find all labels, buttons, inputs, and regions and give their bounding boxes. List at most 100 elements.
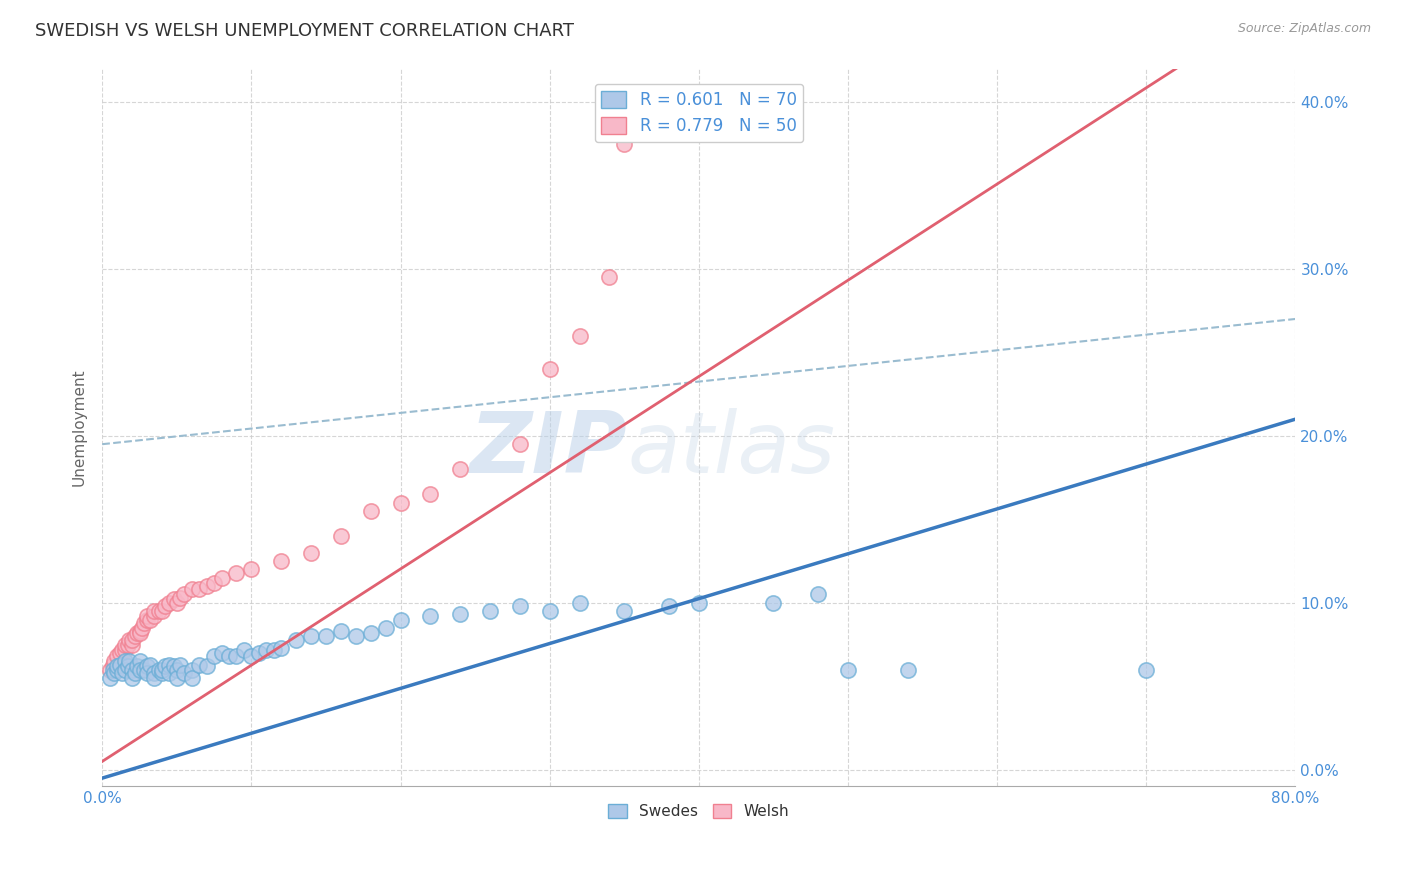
Point <box>202 649 225 664</box>
Point <box>114 663 136 677</box>
Point <box>128 663 150 677</box>
Point <box>613 604 636 618</box>
Point <box>117 659 139 673</box>
Legend: Swedes, Welsh: Swedes, Welsh <box>602 798 796 825</box>
Point <box>344 629 367 643</box>
Text: Source: ZipAtlas.com: Source: ZipAtlas.com <box>1237 22 1371 36</box>
Point <box>419 609 441 624</box>
Point <box>218 649 240 664</box>
Point <box>479 604 502 618</box>
Point <box>121 632 143 647</box>
Point <box>202 575 225 590</box>
Point <box>169 591 191 605</box>
Point <box>374 621 396 635</box>
Point <box>299 629 322 643</box>
Point <box>897 663 920 677</box>
Point <box>163 592 186 607</box>
Point <box>688 596 710 610</box>
Point <box>139 613 162 627</box>
Point <box>389 495 412 509</box>
Point <box>118 654 141 668</box>
Point <box>132 615 155 630</box>
Point <box>360 625 382 640</box>
Point <box>136 613 159 627</box>
Point <box>163 659 186 673</box>
Point <box>270 554 292 568</box>
Point <box>807 587 830 601</box>
Point <box>225 566 247 580</box>
Point <box>195 659 218 673</box>
Point <box>568 328 591 343</box>
Point <box>108 646 131 660</box>
Point <box>509 437 531 451</box>
Point <box>110 642 132 657</box>
Point <box>598 270 620 285</box>
Point <box>211 646 233 660</box>
Point <box>449 607 471 622</box>
Point <box>509 599 531 614</box>
Point <box>240 562 263 576</box>
Point <box>285 632 308 647</box>
Point <box>128 625 150 640</box>
Point <box>128 624 150 639</box>
Point <box>124 665 146 680</box>
Point <box>105 649 128 664</box>
Point <box>389 613 412 627</box>
Point <box>166 663 188 677</box>
Point <box>225 649 247 664</box>
Point <box>329 529 352 543</box>
Point <box>108 657 131 672</box>
Point <box>419 487 441 501</box>
Point <box>101 663 124 677</box>
Point <box>188 582 211 597</box>
Point <box>143 671 166 685</box>
Point <box>148 604 170 618</box>
Point <box>110 665 132 680</box>
Point <box>232 642 254 657</box>
Point <box>329 624 352 639</box>
Y-axis label: Unemployment: Unemployment <box>72 368 86 486</box>
Point <box>136 609 159 624</box>
Point <box>173 665 195 680</box>
Point <box>762 596 785 610</box>
Point <box>143 609 166 624</box>
Point <box>150 663 173 677</box>
Point <box>136 665 159 680</box>
Point <box>180 663 202 677</box>
Point <box>240 649 263 664</box>
Point <box>1135 663 1157 677</box>
Point <box>124 629 146 643</box>
Text: ZIP: ZIP <box>470 408 627 491</box>
Point <box>658 599 681 614</box>
Point <box>103 665 125 680</box>
Point <box>103 654 125 668</box>
Point <box>98 671 121 685</box>
Point <box>150 604 173 618</box>
Point <box>166 671 188 685</box>
Point <box>143 604 166 618</box>
Point <box>105 663 128 677</box>
Point <box>114 638 136 652</box>
Point <box>143 665 166 680</box>
Point <box>188 657 211 672</box>
Text: SWEDISH VS WELSH UNEMPLOYMENT CORRELATION CHART: SWEDISH VS WELSH UNEMPLOYMENT CORRELATIO… <box>35 22 574 40</box>
Point <box>157 596 180 610</box>
Point <box>121 663 143 677</box>
Point <box>128 654 150 668</box>
Point <box>538 362 561 376</box>
Point <box>254 642 277 657</box>
Point <box>169 657 191 672</box>
Point <box>101 657 124 672</box>
Point <box>315 629 337 643</box>
Point <box>157 665 180 680</box>
Point <box>125 625 148 640</box>
Text: atlas: atlas <box>627 408 835 491</box>
Point <box>114 642 136 657</box>
Point <box>139 657 162 672</box>
Point <box>117 638 139 652</box>
Point <box>121 671 143 685</box>
Point <box>125 659 148 673</box>
Point <box>118 632 141 647</box>
Point <box>173 587 195 601</box>
Point <box>132 663 155 677</box>
